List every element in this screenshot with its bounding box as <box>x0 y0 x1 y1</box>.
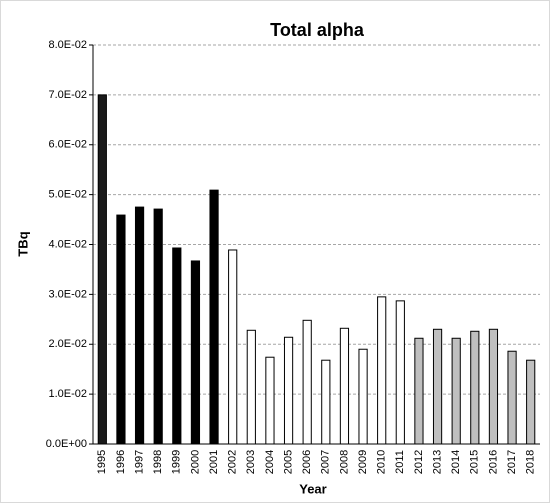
x-tick-label: 2000 <box>189 450 201 474</box>
y-tick-label: 6.0E-02 <box>48 139 87 151</box>
x-tick-label: 2001 <box>208 450 220 474</box>
x-tick-label: 1996 <box>115 450 127 474</box>
x-tick-label: 2003 <box>245 450 257 474</box>
bar <box>377 296 387 445</box>
y-tick-label: 4.0E-02 <box>48 238 87 250</box>
bar <box>190 260 201 445</box>
bar <box>432 328 443 445</box>
y-tick-label: 1.0E-02 <box>48 388 87 400</box>
x-tick-label: 1995 <box>96 450 108 474</box>
y-tick-label: 7.0E-02 <box>48 89 87 101</box>
x-axis-label: Year <box>299 481 326 496</box>
bar <box>470 330 480 445</box>
x-tick-label: 2009 <box>357 450 369 474</box>
bar <box>283 336 294 445</box>
bar <box>321 359 331 445</box>
x-tick-label: 2006 <box>301 450 313 474</box>
x-tick-label: 2007 <box>320 450 332 474</box>
bar <box>209 189 219 445</box>
x-tick-label: 1997 <box>133 450 145 474</box>
x-tick-label: 2005 <box>282 450 294 474</box>
bar <box>302 319 312 445</box>
bar <box>246 329 256 445</box>
chart-title: Total alpha <box>270 20 365 40</box>
bar <box>488 328 499 445</box>
bar <box>339 327 350 445</box>
x-tick-label: 2017 <box>506 450 518 474</box>
y-tick-label: 0.0E+00 <box>46 438 87 450</box>
bar <box>451 337 461 445</box>
y-tick-label: 2.0E-02 <box>48 338 87 350</box>
x-tick-label: 2014 <box>450 450 462 474</box>
y-tick-label: 3.0E-02 <box>48 288 87 300</box>
x-tick-label: 2010 <box>376 450 388 474</box>
x-tick-label: 2012 <box>413 450 425 474</box>
bar <box>395 300 405 445</box>
x-tick-label: 2013 <box>431 450 443 474</box>
x-tick-label: 2018 <box>525 450 537 474</box>
x-tick-label: 2008 <box>338 450 350 474</box>
bar <box>116 214 126 445</box>
x-tick-label: 2011 <box>394 450 406 474</box>
bar <box>507 350 517 445</box>
bar <box>358 348 368 445</box>
bar <box>526 359 536 445</box>
bar <box>172 247 182 445</box>
x-tick-label: 1998 <box>152 450 164 474</box>
y-axis-label: TBq <box>15 231 30 256</box>
x-tick-label: 1999 <box>171 450 183 474</box>
x-tick-label: 2004 <box>264 450 276 474</box>
y-tick-label: 8.0E-02 <box>48 39 87 51</box>
bar <box>414 337 424 445</box>
bar <box>265 356 275 445</box>
x-tick-label: 2015 <box>469 450 481 474</box>
bar <box>134 206 145 445</box>
bar <box>97 94 107 445</box>
bar <box>153 208 163 445</box>
y-tick-label: 5.0E-02 <box>48 189 87 201</box>
x-tick-label: 2002 <box>227 450 239 474</box>
x-tick-label: 2016 <box>487 450 499 474</box>
bar <box>228 249 238 445</box>
